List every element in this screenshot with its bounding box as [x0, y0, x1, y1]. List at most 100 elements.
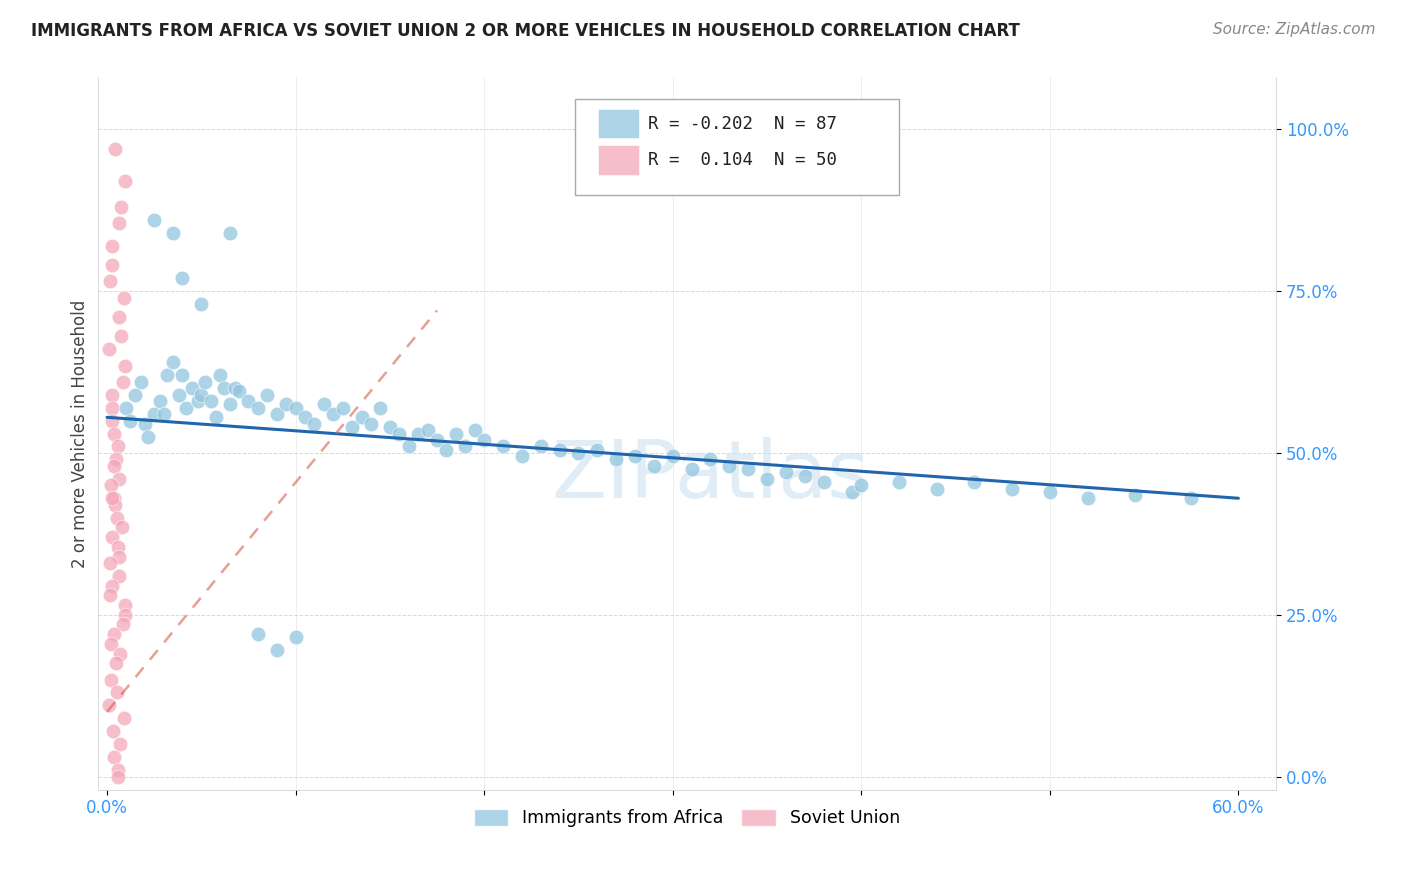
- Point: [340, 420, 363, 434]
- Point: [813, 475, 835, 489]
- Point: [138, 430, 160, 444]
- Point: [105, 452, 128, 467]
- FancyBboxPatch shape: [599, 109, 638, 138]
- Point: [681, 462, 703, 476]
- Point: [224, 381, 246, 395]
- Point: [851, 478, 873, 492]
- Point: [454, 440, 477, 454]
- Point: [1076, 491, 1098, 506]
- Point: [114, 607, 136, 622]
- Point: [149, 394, 172, 409]
- Point: [105, 685, 128, 699]
- Point: [406, 426, 429, 441]
- Point: [104, 498, 127, 512]
- Point: [103, 627, 125, 641]
- Y-axis label: 2 or more Vehicles in Household: 2 or more Vehicles in Household: [72, 300, 89, 567]
- Point: [378, 420, 401, 434]
- Point: [304, 417, 326, 431]
- Point: [775, 466, 797, 480]
- Point: [98, 274, 121, 288]
- Point: [103, 491, 125, 506]
- Point: [322, 407, 344, 421]
- Point: [105, 657, 128, 671]
- Point: [360, 417, 382, 431]
- Point: [100, 637, 122, 651]
- Point: [530, 440, 553, 454]
- Point: [218, 397, 240, 411]
- Point: [108, 569, 131, 583]
- Point: [98, 343, 121, 357]
- Point: [104, 142, 127, 156]
- Point: [205, 410, 228, 425]
- Point: [111, 617, 134, 632]
- FancyBboxPatch shape: [599, 145, 638, 175]
- Point: [129, 375, 152, 389]
- Point: [114, 598, 136, 612]
- Point: [426, 433, 449, 447]
- Point: [107, 440, 129, 454]
- Point: [101, 401, 124, 415]
- Point: [143, 212, 166, 227]
- Point: [110, 200, 132, 214]
- Point: [103, 426, 125, 441]
- Point: [1039, 484, 1062, 499]
- Point: [388, 426, 411, 441]
- Point: [699, 452, 721, 467]
- Point: [238, 394, 260, 409]
- Point: [103, 724, 125, 739]
- Point: [101, 579, 124, 593]
- Point: [209, 368, 232, 383]
- Point: [925, 482, 948, 496]
- Point: [107, 770, 129, 784]
- Point: [114, 174, 136, 188]
- Point: [98, 698, 121, 713]
- Text: R = -0.202  N = 87: R = -0.202 N = 87: [648, 114, 837, 133]
- Text: R =  0.104  N = 50: R = 0.104 N = 50: [648, 151, 837, 169]
- Point: [186, 394, 208, 409]
- Point: [98, 556, 121, 570]
- Point: [793, 468, 815, 483]
- Point: [134, 417, 156, 431]
- Point: [332, 401, 354, 415]
- Point: [108, 737, 131, 751]
- Point: [108, 310, 131, 324]
- Point: [162, 355, 184, 369]
- Point: [266, 643, 288, 657]
- Point: [737, 462, 759, 476]
- Point: [756, 472, 779, 486]
- Point: [294, 410, 316, 425]
- Point: [472, 433, 495, 447]
- Point: [162, 226, 184, 240]
- Point: [167, 387, 190, 401]
- Point: [112, 291, 135, 305]
- Point: [436, 442, 458, 457]
- Point: [180, 381, 202, 395]
- Point: [152, 407, 174, 421]
- Point: [212, 381, 235, 395]
- Point: [266, 407, 288, 421]
- Point: [156, 368, 179, 383]
- Point: [172, 271, 194, 285]
- Point: [350, 410, 373, 425]
- Point: [218, 226, 240, 240]
- Point: [246, 627, 269, 641]
- Point: [370, 401, 392, 415]
- Point: [112, 711, 135, 725]
- Point: [101, 530, 124, 544]
- Point: [492, 440, 515, 454]
- Point: [174, 401, 197, 415]
- Point: [100, 239, 122, 253]
- Point: [312, 397, 335, 411]
- Point: [108, 216, 131, 230]
- Legend: Immigrants from Africa, Soviet Union: Immigrants from Africa, Soviet Union: [467, 802, 907, 834]
- Point: [605, 452, 627, 467]
- Point: [101, 413, 124, 427]
- Point: [111, 375, 134, 389]
- Point: [100, 673, 122, 687]
- Point: [143, 407, 166, 421]
- Point: [661, 449, 683, 463]
- Point: [444, 426, 467, 441]
- Point: [114, 359, 136, 373]
- Point: [284, 631, 307, 645]
- Point: [115, 401, 138, 415]
